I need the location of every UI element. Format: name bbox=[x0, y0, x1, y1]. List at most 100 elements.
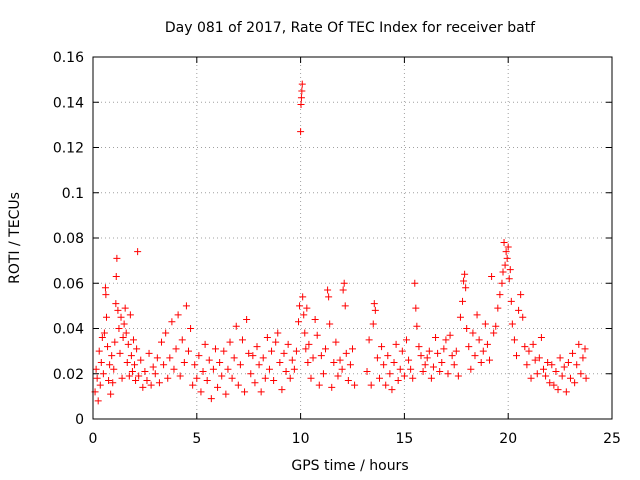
data-point bbox=[298, 87, 306, 95]
data-point bbox=[473, 311, 481, 319]
data-point bbox=[195, 352, 203, 360]
data-point bbox=[412, 304, 420, 312]
axis-ticks: 0 0.02 0.04 0.06 0.08 0.1 0.12 0.14 0.16 0 5 10 15 20… bbox=[53, 50, 621, 447]
data-point bbox=[552, 367, 560, 375]
data-point bbox=[448, 352, 456, 360]
data-point bbox=[339, 286, 347, 294]
data-point bbox=[471, 352, 479, 360]
x-tick-label: 20 bbox=[499, 431, 517, 447]
data-point bbox=[367, 381, 375, 389]
data-point bbox=[178, 336, 186, 344]
data-point bbox=[450, 361, 458, 369]
data-point bbox=[429, 363, 437, 371]
data-point bbox=[336, 356, 344, 364]
data-point bbox=[338, 365, 346, 373]
data-point bbox=[108, 352, 116, 360]
data-point bbox=[382, 381, 390, 389]
data-point bbox=[365, 336, 373, 344]
data-point bbox=[519, 313, 527, 321]
data-point bbox=[324, 286, 332, 294]
data-point bbox=[328, 383, 336, 391]
data-point bbox=[334, 372, 342, 380]
data-point bbox=[483, 340, 491, 348]
data-point bbox=[571, 379, 579, 387]
data-point bbox=[373, 354, 381, 362]
data-point bbox=[301, 329, 309, 337]
data-point bbox=[153, 354, 161, 362]
y-tick-label: 0.06 bbox=[53, 276, 84, 292]
data-point bbox=[351, 381, 359, 389]
data-point bbox=[224, 365, 232, 373]
data-point bbox=[322, 345, 330, 353]
data-point bbox=[268, 347, 276, 355]
data-point bbox=[160, 361, 168, 369]
data-point bbox=[172, 345, 180, 353]
data-point bbox=[236, 361, 244, 369]
data-point bbox=[214, 383, 222, 391]
data-point bbox=[438, 358, 446, 366]
data-point bbox=[419, 367, 427, 375]
data-point bbox=[220, 347, 228, 355]
data-point bbox=[375, 374, 383, 382]
data-point bbox=[199, 367, 207, 375]
data-point bbox=[505, 275, 513, 283]
data-point bbox=[174, 311, 182, 319]
data-point bbox=[390, 358, 398, 366]
data-point bbox=[413, 322, 421, 330]
data-point bbox=[203, 377, 211, 385]
data-point bbox=[105, 377, 113, 385]
data-point bbox=[143, 377, 151, 385]
data-point bbox=[247, 370, 255, 378]
data-point bbox=[257, 388, 265, 396]
data-point bbox=[405, 356, 413, 364]
data-point bbox=[228, 374, 236, 382]
data-point bbox=[230, 354, 238, 362]
data-point bbox=[110, 365, 118, 373]
data-point bbox=[425, 347, 433, 355]
data-point bbox=[109, 379, 117, 387]
data-point bbox=[481, 320, 489, 328]
data-point bbox=[398, 347, 406, 355]
data-point bbox=[461, 270, 469, 278]
data-point bbox=[444, 370, 452, 378]
data-point bbox=[462, 284, 470, 292]
data-point bbox=[300, 311, 308, 319]
data-point bbox=[151, 370, 159, 378]
data-point bbox=[265, 365, 273, 373]
y-tick-label: 0.04 bbox=[53, 322, 84, 338]
data-point bbox=[259, 354, 267, 362]
data-point bbox=[515, 306, 523, 314]
data-point bbox=[542, 372, 550, 380]
data-point bbox=[566, 374, 574, 382]
data-point bbox=[296, 302, 304, 310]
data-point bbox=[102, 313, 110, 321]
data-point bbox=[164, 374, 172, 382]
data-point bbox=[325, 293, 333, 301]
data-point bbox=[402, 336, 410, 344]
data-point bbox=[340, 279, 348, 287]
data-point bbox=[560, 363, 568, 371]
data-point bbox=[129, 336, 137, 344]
data-point bbox=[102, 291, 110, 299]
data-point bbox=[261, 374, 269, 382]
data-point bbox=[423, 354, 431, 362]
data-point bbox=[494, 304, 502, 312]
data-point bbox=[459, 297, 467, 305]
data-point bbox=[162, 329, 170, 337]
data-point bbox=[510, 336, 518, 344]
data-point bbox=[504, 243, 512, 251]
data-point bbox=[207, 395, 215, 403]
data-point bbox=[263, 334, 271, 342]
data-point bbox=[99, 370, 107, 378]
data-point bbox=[297, 101, 305, 109]
data-point bbox=[128, 367, 136, 375]
data-point bbox=[363, 367, 371, 375]
data-point bbox=[371, 306, 379, 314]
data-point bbox=[548, 361, 556, 369]
data-points bbox=[91, 80, 590, 405]
data-point bbox=[498, 279, 506, 287]
data-point bbox=[496, 291, 504, 299]
data-point bbox=[112, 272, 120, 280]
data-point bbox=[96, 381, 104, 389]
data-point bbox=[302, 345, 310, 353]
